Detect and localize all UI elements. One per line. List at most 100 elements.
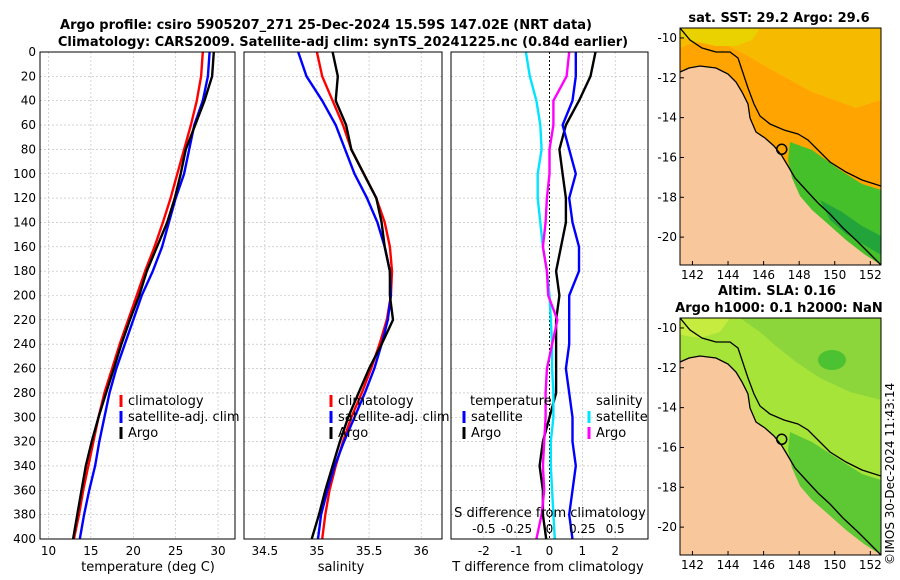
difference-panel: -2 -1 0 1 2 T difference from climatology S …: [450, 51, 649, 575]
sst-map-panel: sat. SST: 29.2 Argo: 29.6 142 144 146 148 15…: [657, 11, 881, 282]
salinity-lines: [297, 52, 395, 539]
salinity-panel: 34.5 35 35.5 36 salinity climatology satell…: [243, 51, 450, 575]
map-x-tick-label: 148: [788, 268, 811, 282]
map-x-tick-label: 150: [823, 268, 846, 282]
map-y-tick-label: -18: [657, 480, 677, 494]
sst-gulf-band: [680, 28, 760, 46]
diff-legend-s-satellite-label: satellite: [596, 410, 648, 425]
temperature-tick-labels: 10 15 20 25 30: [41, 544, 226, 558]
depth-tick-label: 280: [13, 386, 36, 400]
x-tick-label: 35.5: [356, 544, 383, 558]
depth-tick-label: 60: [21, 118, 36, 132]
x-tick-label: 10: [41, 544, 56, 558]
sst-map-title: sat. SST: 29.2 Argo: 29.6: [688, 11, 869, 26]
depth-tick-label: 20: [21, 69, 36, 83]
salinity-axis-label: salinity: [318, 560, 365, 575]
sal-legend-satellite-label: satellite-adj. clim: [338, 410, 450, 425]
depth-tick-label: 380: [13, 508, 36, 522]
series-salinity-argo: [535, 52, 571, 539]
series-argo: [310, 52, 395, 539]
sla-eddy: [818, 350, 846, 370]
sst-map-field: [680, 28, 881, 265]
x-tick-label: 25: [168, 544, 183, 558]
depth-tick-label: 120: [13, 191, 36, 205]
diff-legend-salinity-heading: salinity: [596, 394, 643, 409]
sal-legend-climatology-label: climatology: [338, 394, 414, 409]
sst-map-tick-labels: 142 144 146 148 150 152 -10 -12 -14 -16 -18 -20: [657, 31, 881, 282]
legend-climatology-label: climatology: [128, 394, 204, 409]
sla-map-title-line1: Altim. SLA: 0.16: [718, 284, 836, 299]
x-tick-label: 15: [83, 544, 98, 558]
depth-tick-label: 40: [21, 94, 36, 108]
sst-coastline: [680, 65, 881, 265]
depth-tick-label: 140: [13, 215, 36, 229]
s-diff-tick-label: 0.25: [569, 522, 596, 536]
depth-tick-label: 320: [13, 435, 36, 449]
map-x-tick-label: 148: [788, 558, 811, 572]
sst-bathy-contour: [680, 28, 881, 187]
difference-lines: [524, 52, 597, 539]
x-tick-label: 34.5: [251, 544, 278, 558]
x-tick-label: 2: [611, 544, 619, 558]
depth-tick-label: 360: [13, 483, 36, 497]
depth-tick-label: 100: [13, 167, 36, 181]
depth-tick-label: 0: [28, 45, 36, 59]
map-x-tick-label: 144: [717, 558, 740, 572]
depth-tick-label: 400: [13, 532, 36, 546]
x-tick-label: 35: [309, 544, 324, 558]
map-y-tick-label: -16: [657, 150, 677, 164]
t-difference-axis-label: T difference from climatology: [451, 560, 644, 575]
diff-legend-t-satellite-label: satellite: [471, 410, 523, 425]
diff-legend-temperature-heading: temperature: [470, 394, 552, 409]
diff-legend-s-argo-label: Argo: [596, 426, 626, 441]
map-y-tick-label: -12: [657, 361, 677, 375]
s-difference-tick-labels: -0.5 -0.25 0 0.25 0.5: [472, 522, 625, 536]
depth-tick-labels: 0 20 40 60 80 100 120 140 160 180 200 220 240 260 280 3…: [13, 45, 36, 546]
series-salinity-satellite: [524, 52, 556, 539]
sst-reef-dark: [820, 200, 881, 255]
sla-map-title-line2: Argo h1000: 0.1 h2000: NaN: [675, 301, 883, 316]
salinity-grid: [244, 52, 442, 539]
x-tick-label: 0: [546, 544, 554, 558]
depth-tick-label: 240: [13, 337, 36, 351]
temperature-lines: [71, 52, 215, 539]
t-difference-tick-labels: -2 -1 0 1 2: [478, 544, 619, 558]
x-tick-label: -2: [478, 544, 490, 558]
sla-map-frame: [679, 317, 882, 556]
x-tick-label: 36: [414, 544, 429, 558]
map-y-tick-label: -20: [657, 230, 677, 244]
depth-tick-label: 340: [13, 459, 36, 473]
s-diff-tick-label: 0: [546, 522, 554, 536]
legend-satellite-label: satellite-adj. clim: [128, 410, 240, 425]
s-diff-tick-label: -0.5: [472, 522, 495, 536]
map-y-tick-label: -14: [657, 401, 677, 415]
map-x-tick-label: 152: [859, 558, 882, 572]
temperature-axes-box: [39, 51, 236, 540]
figure-title-line1: Argo profile: csiro 5905207_271 25-Dec-2…: [60, 18, 592, 33]
temperature-panel: 0 20 40 60 80 100 120 140 160 180 200 220 240 260 280 3…: [13, 45, 240, 575]
map-x-tick-label: 146: [752, 268, 775, 282]
x-tick-label: -1: [511, 544, 523, 558]
depth-tick-label: 80: [21, 142, 36, 156]
sla-ocean-band: [740, 318, 881, 400]
temperature-axis-label: temperature (deg C): [81, 560, 215, 575]
map-x-tick-label: 144: [717, 268, 740, 282]
temperature-legend: climatology satellite-adj. clim Argo: [119, 394, 240, 441]
difference-axes-box: [450, 51, 649, 540]
sla-map-panel: Altim. SLA: 0.16 Argo h1000: 0.1 h2000: …: [657, 284, 882, 572]
salinity-legend: climatology satellite-adj. clim Argo: [329, 394, 450, 441]
sla-argo-marker: [775, 433, 788, 446]
s-difference-axis-label: S difference from climatology: [454, 506, 646, 521]
legend-argo-label: Argo: [128, 426, 158, 441]
depth-tick-label: 300: [13, 410, 36, 424]
map-x-tick-label: 150: [823, 558, 846, 572]
salinity-tick-labels: 34.5 35 35.5 36: [251, 544, 428, 558]
map-x-tick-label: 146: [752, 558, 775, 572]
sst-ocean-band: [680, 28, 881, 108]
map-y-tick-label: -20: [657, 520, 677, 534]
sla-map-tick-labels: 142 144 146 148 150 152 -10 -12 -14 -16 -18 -20: [657, 321, 881, 572]
map-y-tick-label: -12: [657, 71, 677, 85]
map-x-tick-label: 142: [681, 268, 704, 282]
map-y-tick-label: -18: [657, 190, 677, 204]
